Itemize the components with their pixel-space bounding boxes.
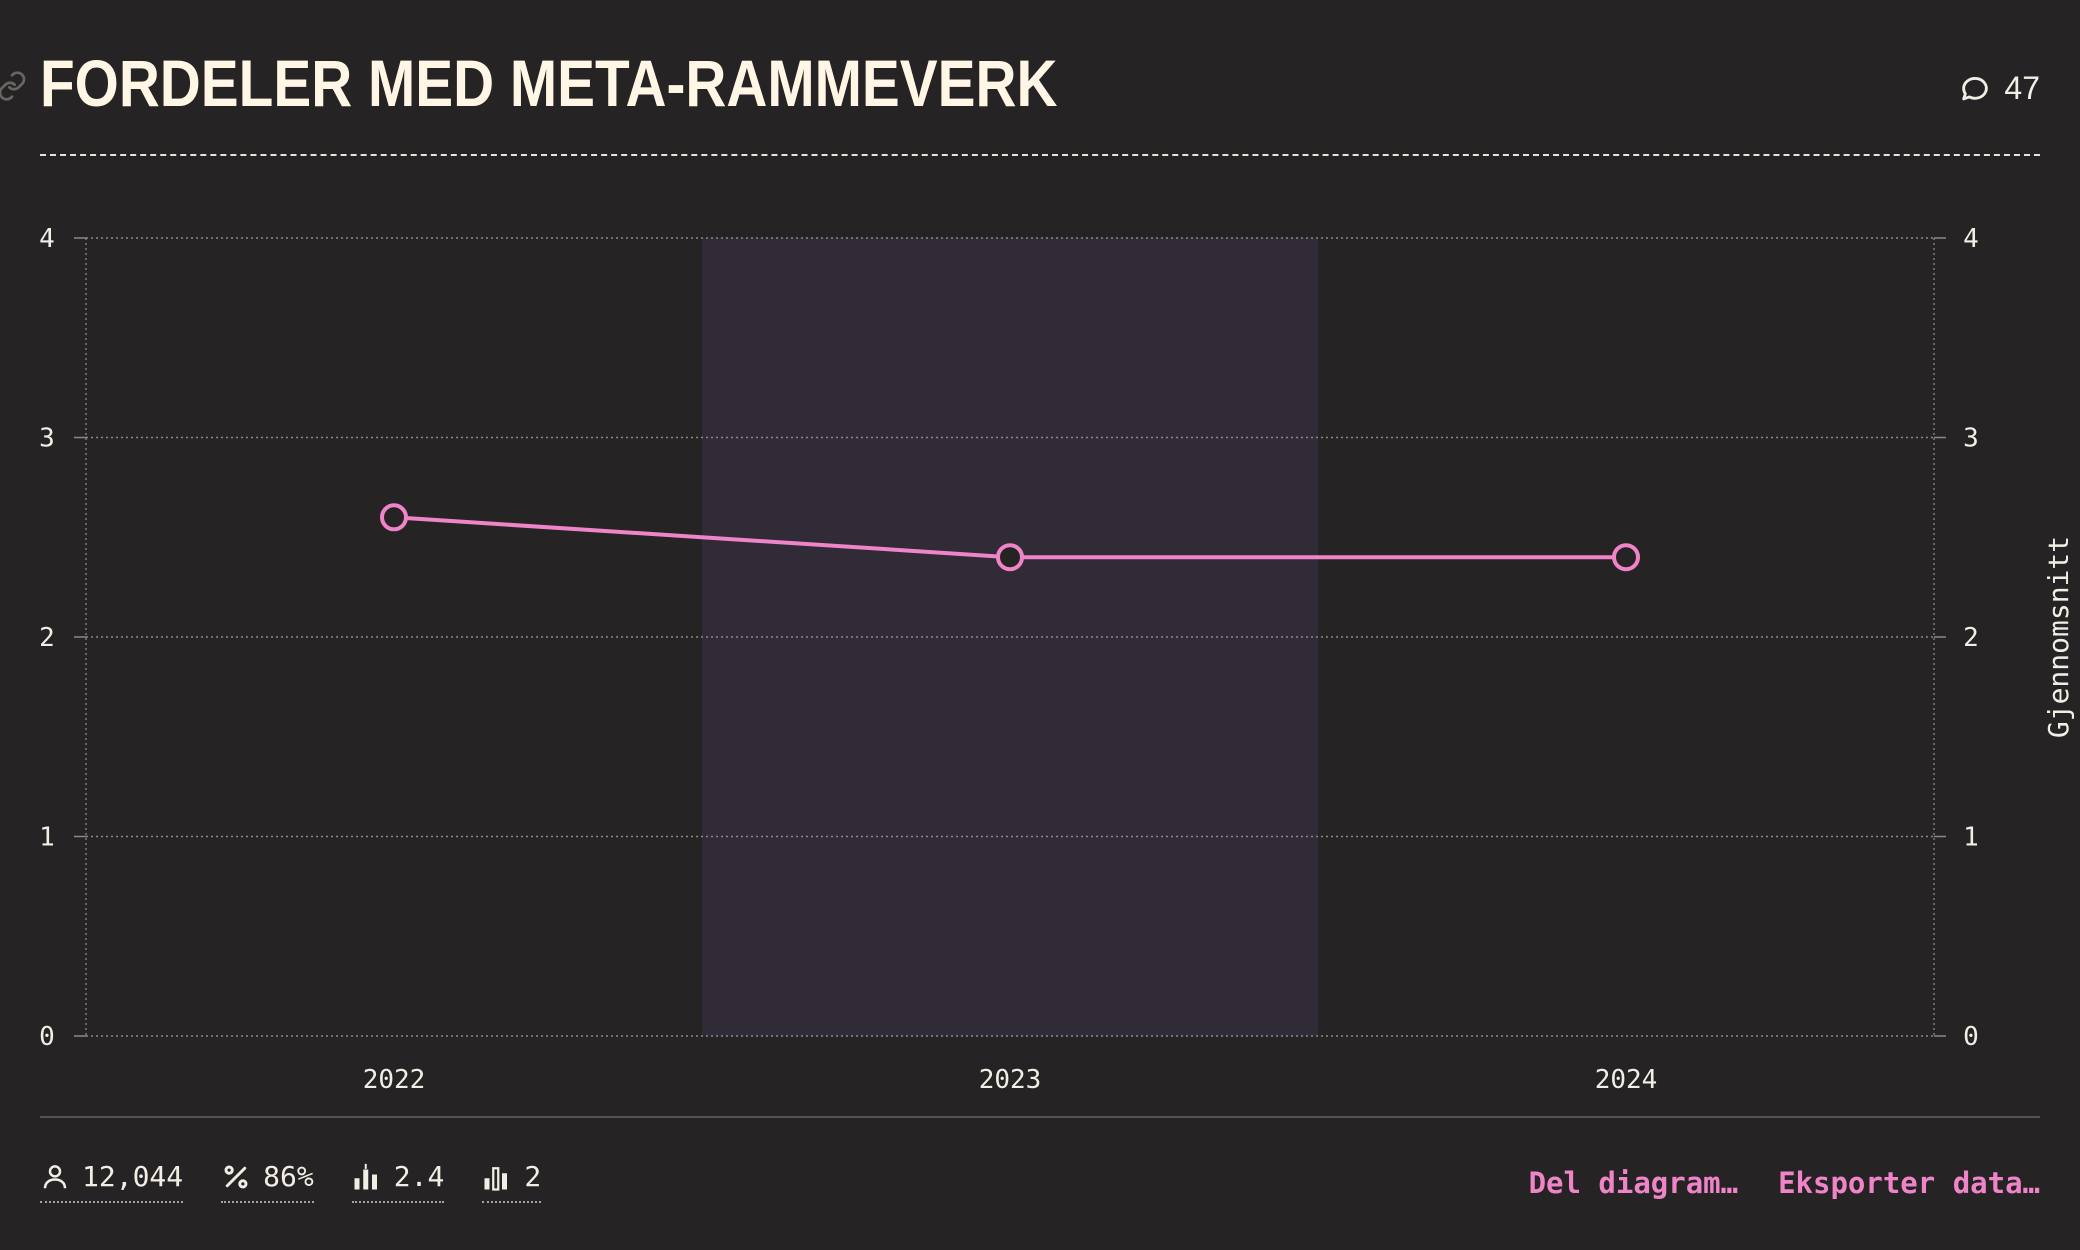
percent-icon: [221, 1162, 251, 1192]
comment-icon: [1958, 72, 1992, 106]
median-value: 2: [524, 1160, 541, 1193]
x-tick-label-2024: 2024: [1595, 1065, 1658, 1095]
y-tick-label-right-1: 1: [1963, 823, 1979, 853]
footer-divider: [40, 1116, 2040, 1118]
highlight-band-2023: [702, 238, 1318, 1036]
chart-container: 0 0 1 1 2 2 3 3 4 4 2022 2023 2024 Gjennomsnitt: [0, 200, 2080, 1100]
y-tick-label-left-1: 1: [39, 823, 55, 853]
y-tick-label-right-0: 0: [1963, 1022, 1979, 1052]
page-title: FORDELER MED META-RAMMEVERK: [40, 50, 1057, 116]
y-tick-label-right-3: 3: [1963, 424, 1979, 454]
respondents-value: 12,044: [82, 1160, 183, 1193]
data-point-2024: [1614, 545, 1638, 569]
comment-count: 47: [2004, 70, 2040, 107]
export-data-link[interactable]: Eksporter data…: [1778, 1166, 2040, 1200]
y-tick-label-right-2: 2: [1963, 623, 1979, 653]
percentage-value: 86%: [263, 1160, 314, 1193]
y-tick-label-left-4: 4: [39, 224, 55, 254]
data-point-2023: [998, 545, 1022, 569]
user-icon: [40, 1162, 70, 1192]
comments-button[interactable]: 47: [1958, 70, 2040, 107]
average-bar-icon: [352, 1162, 382, 1192]
percentage-stat[interactable]: 86%: [221, 1160, 314, 1203]
header: FORDELER MED META-RAMMEVERK 47: [40, 40, 2040, 156]
y-tick-label-left-3: 3: [39, 424, 55, 454]
y-tick-label-right-4: 4: [1963, 224, 1979, 254]
x-tick-label-2022: 2022: [363, 1065, 426, 1095]
median-bar-icon: [482, 1162, 512, 1192]
line-chart: 0 0 1 1 2 2 3 3 4 4 2022 2023 2024 Gjennomsnitt: [0, 200, 2080, 1100]
x-tick-label-2023: 2023: [979, 1065, 1042, 1095]
average-stat[interactable]: 2.4: [352, 1160, 445, 1203]
actions: Del diagram… Eksporter data…: [1529, 1166, 2040, 1200]
data-point-2022: [382, 505, 406, 529]
stats-bar: 12,044 86% 2.4 2: [40, 1160, 541, 1203]
average-value: 2.4: [394, 1160, 445, 1193]
share-chart-link[interactable]: Del diagram…: [1529, 1166, 1739, 1200]
right-axis-title: Gjennomsnitt: [2042, 536, 2075, 738]
link-icon[interactable]: [0, 70, 28, 102]
median-stat[interactable]: 2: [482, 1160, 541, 1203]
respondents-stat[interactable]: 12,044: [40, 1160, 183, 1203]
y-tick-label-left-0: 0: [39, 1022, 55, 1052]
y-tick-label-left-2: 2: [39, 623, 55, 653]
